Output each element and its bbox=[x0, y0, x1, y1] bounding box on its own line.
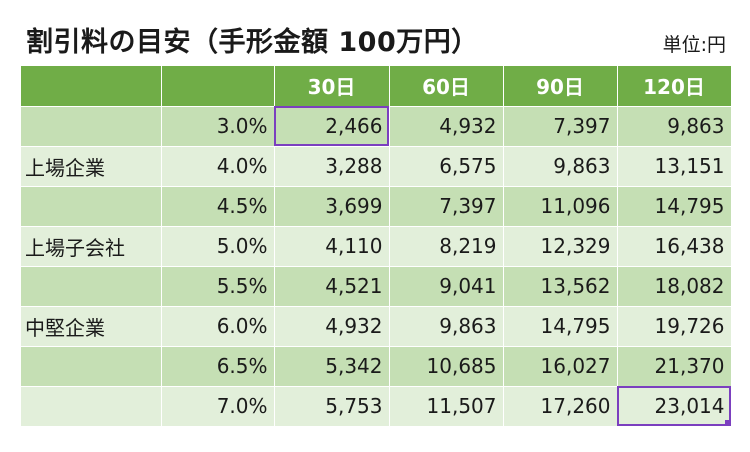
amount-cell[interactable]: 9,863 bbox=[389, 306, 504, 347]
rate-cell[interactable]: 6.5% bbox=[161, 346, 275, 387]
header-cell-120[interactable]: 120日 bbox=[617, 66, 732, 107]
company-type-cell[interactable] bbox=[21, 186, 162, 227]
rate-cell[interactable]: 5.5% bbox=[161, 266, 275, 307]
amount-cell[interactable]: 3,699 bbox=[274, 186, 390, 227]
company-type-cell[interactable] bbox=[21, 106, 162, 147]
header-cell-60[interactable]: 60日 bbox=[389, 66, 504, 107]
amount-cell[interactable]: 18,082 bbox=[617, 266, 732, 307]
amount-cell[interactable]: 16,027 bbox=[503, 346, 618, 387]
rate-cell[interactable]: 5.0% bbox=[161, 226, 275, 267]
table-row: 中堅企業 6.0% 4,932 9,863 14,795 19,726 bbox=[21, 306, 732, 347]
amount-cell[interactable]: 5,753 bbox=[274, 386, 390, 427]
amount-cell[interactable]: 11,096 bbox=[503, 186, 618, 227]
unit-label: 単位:円 bbox=[662, 34, 726, 56]
table-row: 6.5% 5,342 10,685 16,027 21,370 bbox=[21, 346, 732, 387]
amount-cell[interactable]: 9,041 bbox=[389, 266, 504, 307]
amount-cell[interactable]: 14,795 bbox=[503, 306, 618, 347]
rate-cell[interactable]: 6.0% bbox=[161, 306, 275, 347]
amount-cell[interactable]: 7,397 bbox=[389, 186, 504, 227]
selected-cell-end[interactable]: 23,014 bbox=[617, 386, 732, 427]
header-cell-30[interactable]: 30日 bbox=[274, 66, 390, 107]
rate-cell[interactable]: 4.5% bbox=[161, 186, 275, 227]
company-type-cell[interactable] bbox=[21, 266, 162, 307]
selected-cell-start[interactable]: 2,466 bbox=[274, 106, 390, 147]
company-type-cell[interactable] bbox=[21, 346, 162, 387]
rate-cell[interactable]: 4.0% bbox=[161, 146, 275, 187]
amount-cell[interactable]: 5,342 bbox=[274, 346, 390, 387]
amount-cell[interactable]: 4,932 bbox=[274, 306, 390, 347]
amount-cell[interactable]: 16,438 bbox=[617, 226, 732, 267]
table-row: 上場子会社 5.0% 4,110 8,219 12,329 16,438 bbox=[21, 226, 732, 267]
amount-cell[interactable]: 13,562 bbox=[503, 266, 618, 307]
header-cell[interactable] bbox=[21, 66, 162, 107]
company-type-cell[interactable]: 上場子会社 bbox=[21, 226, 162, 267]
amount-cell[interactable]: 4,521 bbox=[274, 266, 390, 307]
amount-cell[interactable]: 21,370 bbox=[617, 346, 732, 387]
amount-cell[interactable]: 8,219 bbox=[389, 226, 504, 267]
table-row: 7.0% 5,753 11,507 17,260 23,014 bbox=[21, 386, 732, 427]
amount-cell[interactable]: 10,685 bbox=[389, 346, 504, 387]
rate-cell[interactable]: 7.0% bbox=[161, 386, 275, 427]
company-type-cell[interactable]: 上場企業 bbox=[21, 146, 162, 187]
amount-cell[interactable]: 7,397 bbox=[503, 106, 618, 147]
amount-cell[interactable]: 9,863 bbox=[617, 106, 732, 147]
discount-table: 30日 60日 90日 120日 3.0% 2,466 4,932 7,397 9,86… bbox=[21, 66, 732, 427]
header-cell-90[interactable]: 90日 bbox=[503, 66, 618, 107]
amount-cell[interactable]: 17,260 bbox=[503, 386, 618, 427]
header-row: 30日 60日 90日 120日 bbox=[21, 66, 732, 107]
amount-cell[interactable]: 19,726 bbox=[617, 306, 732, 347]
amount-cell[interactable]: 3,288 bbox=[274, 146, 390, 187]
amount-cell[interactable]: 11,507 bbox=[389, 386, 504, 427]
table-row: 3.0% 2,466 4,932 7,397 9,863 bbox=[21, 106, 732, 147]
table-row: 4.5% 3,699 7,397 11,096 14,795 bbox=[21, 186, 732, 227]
amount-cell[interactable]: 14,795 bbox=[617, 186, 732, 227]
table-row: 5.5% 4,521 9,041 13,562 18,082 bbox=[21, 266, 732, 307]
amount-cell[interactable]: 4,932 bbox=[389, 106, 504, 147]
sheet-title: 割引料の目安（手形金額 100万円） bbox=[26, 27, 479, 58]
table-row: 上場企業 4.0% 3,288 6,575 9,863 13,151 bbox=[21, 146, 732, 187]
header-cell[interactable] bbox=[161, 66, 275, 107]
amount-cell[interactable]: 6,575 bbox=[389, 146, 504, 187]
company-type-cell[interactable]: 中堅企業 bbox=[21, 306, 162, 347]
amount-cell[interactable]: 13,151 bbox=[617, 146, 732, 187]
rate-cell[interactable]: 3.0% bbox=[161, 106, 275, 147]
amount-cell[interactable]: 4,110 bbox=[274, 226, 390, 267]
company-type-cell[interactable] bbox=[21, 386, 162, 427]
amount-cell[interactable]: 9,863 bbox=[503, 146, 618, 187]
amount-cell[interactable]: 12,329 bbox=[503, 226, 618, 267]
